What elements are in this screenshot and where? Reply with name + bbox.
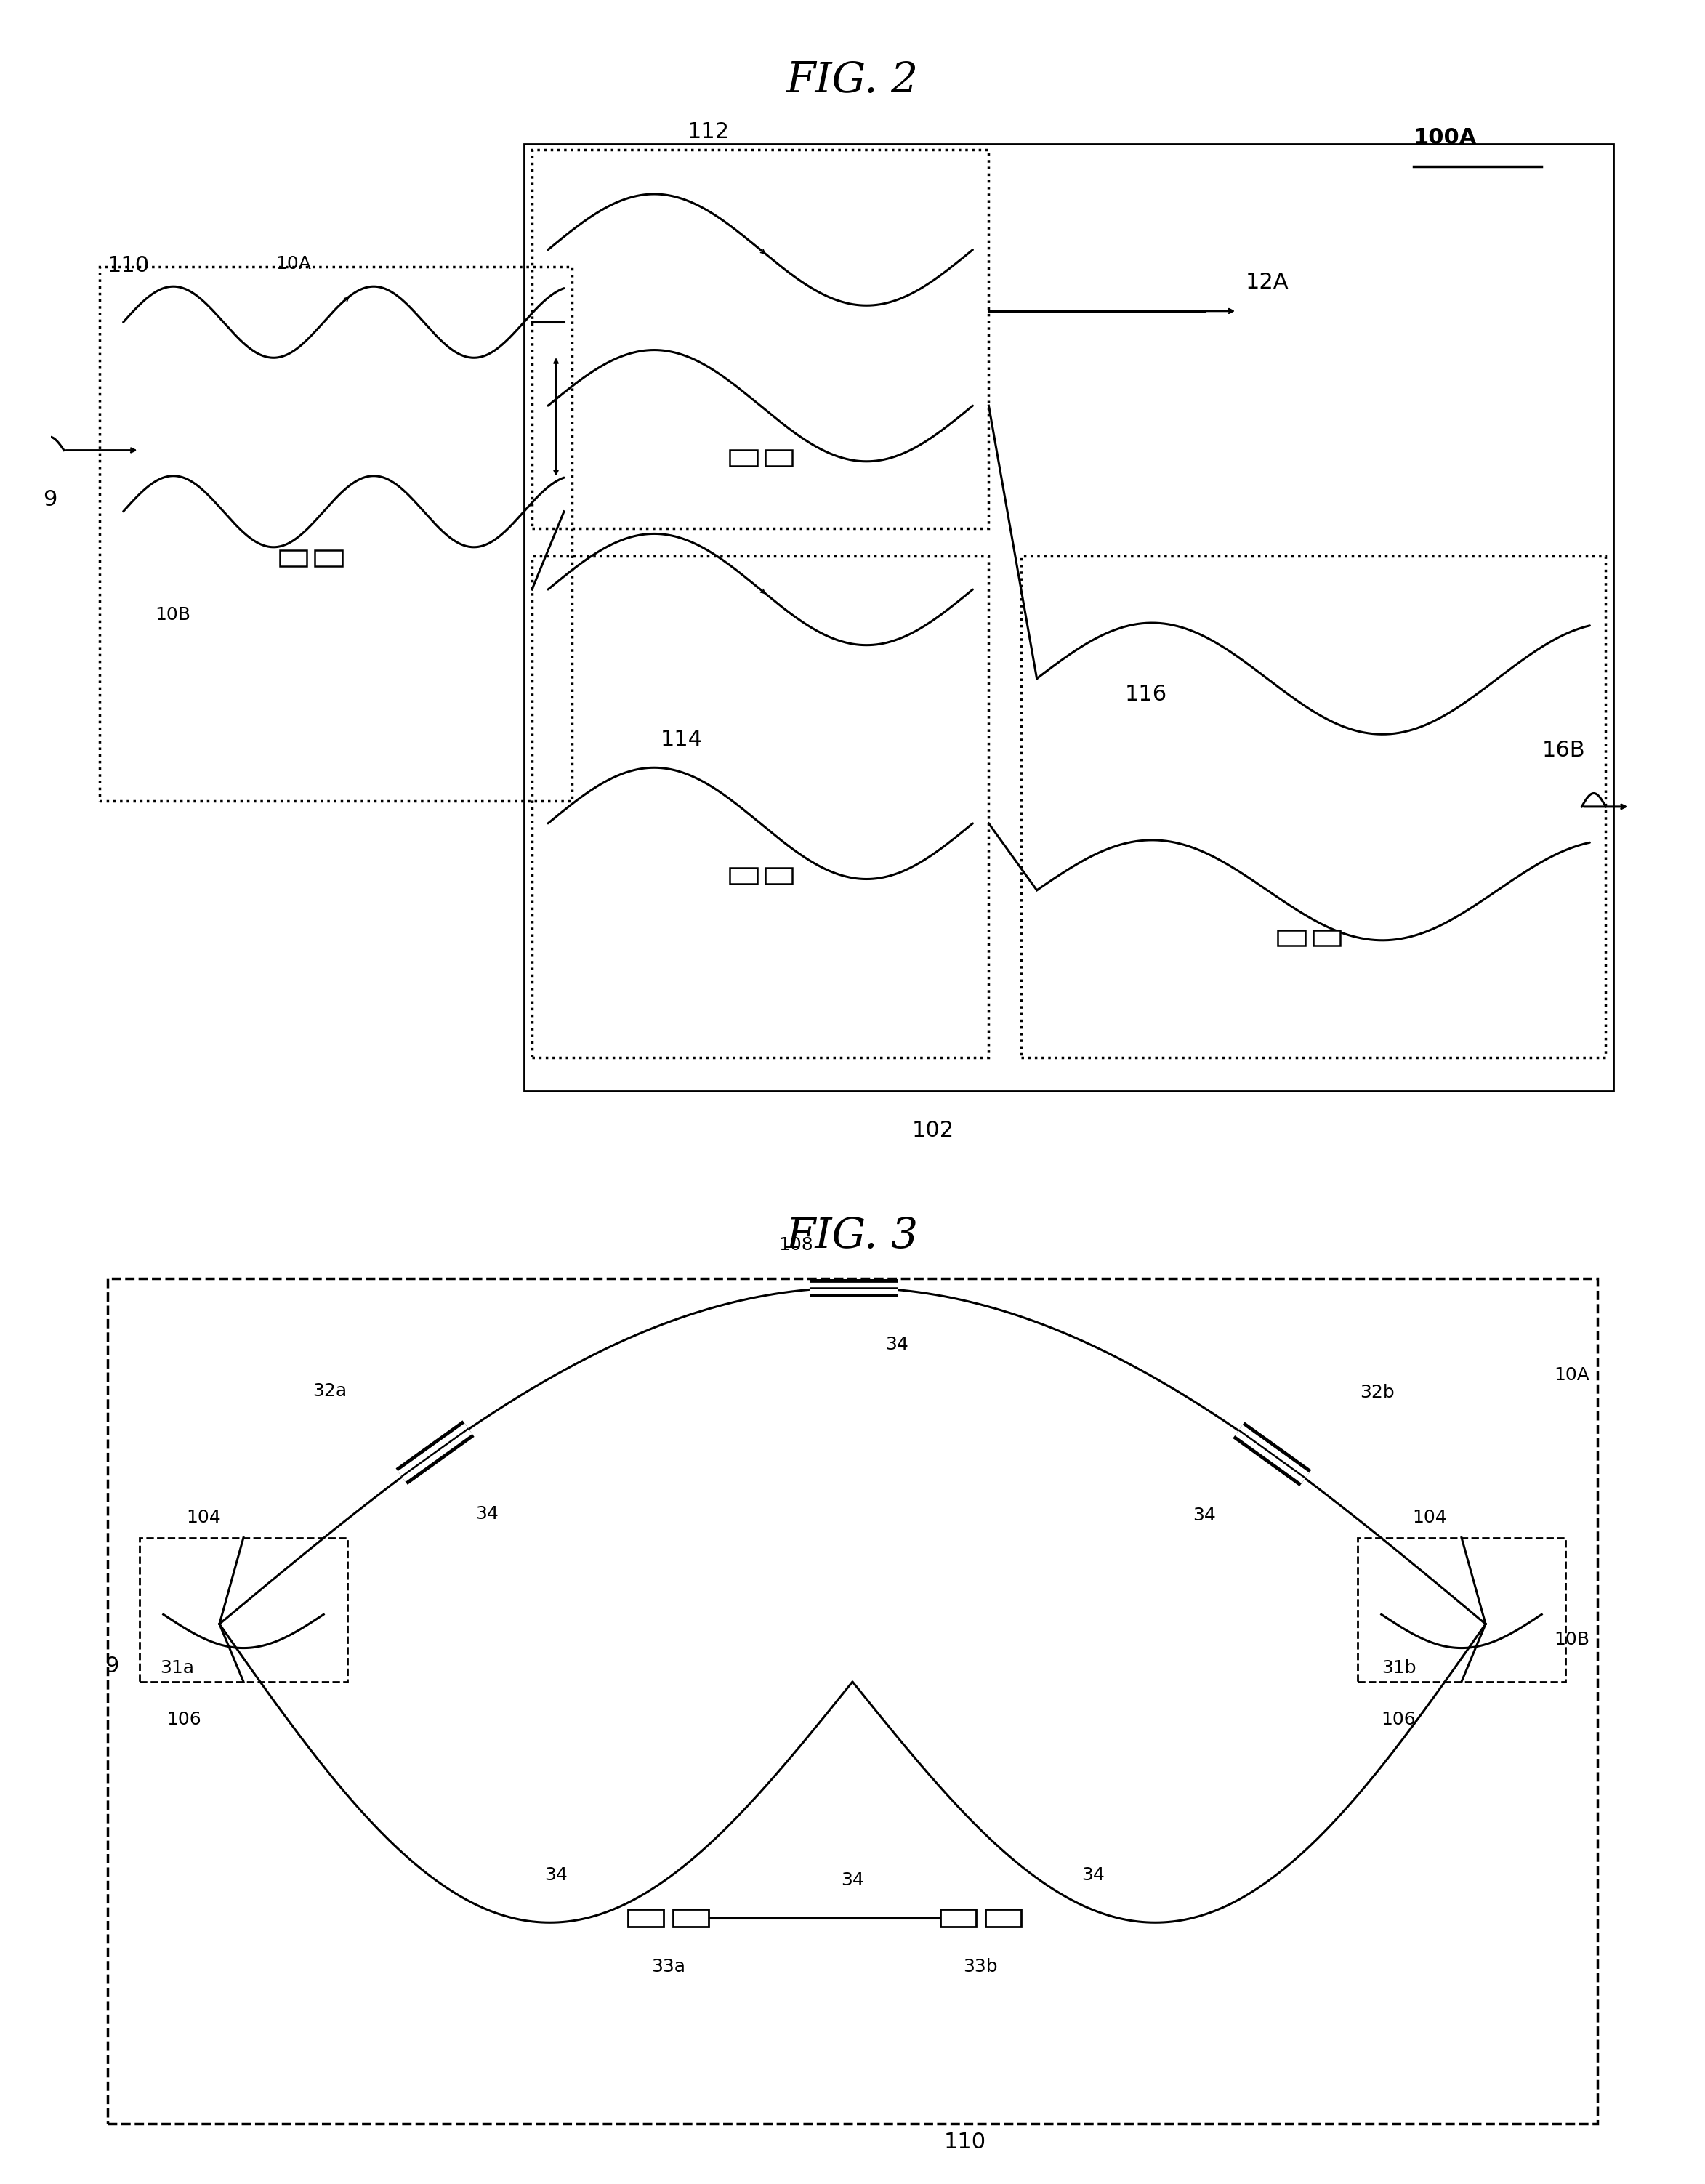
Bar (280, 550, 307, 566)
Bar (941, 1909, 975, 1926)
Bar (730, 450, 757, 465)
Text: 110: 110 (107, 256, 150, 277)
Text: 16B: 16B (1541, 740, 1586, 760)
Bar (532, 149, 989, 529)
Bar (523, 144, 1613, 1090)
Bar (1357, 1538, 1565, 1682)
Text: 31b: 31b (1381, 1660, 1417, 1677)
Text: FIG. 3: FIG. 3 (786, 1216, 919, 1256)
Text: 32b: 32b (1361, 1385, 1395, 1402)
Text: 34: 34 (841, 1872, 864, 1889)
Text: 34: 34 (544, 1867, 568, 1885)
Bar (99, 266, 571, 802)
Bar (985, 1909, 1021, 1926)
Text: 100A: 100A (1413, 127, 1477, 149)
Text: 32a: 32a (312, 1382, 346, 1400)
Bar (1279, 930, 1306, 946)
Bar (627, 1909, 663, 1926)
Text: 110: 110 (943, 2132, 985, 2153)
Text: 31a: 31a (160, 1660, 194, 1677)
Text: 102: 102 (912, 1120, 953, 1140)
Text: 9: 9 (104, 1655, 118, 1677)
Bar (107, 1278, 1598, 2123)
Text: 34: 34 (1194, 1507, 1216, 1524)
Text: 33b: 33b (963, 1959, 997, 1977)
Text: 10B: 10B (1555, 1631, 1589, 1649)
Text: 116: 116 (1125, 684, 1168, 705)
Text: 106: 106 (1381, 1710, 1417, 1728)
Bar (766, 450, 793, 465)
Text: 33a: 33a (651, 1959, 685, 1977)
Text: 10A: 10A (276, 256, 310, 273)
Text: 10A: 10A (1555, 1367, 1589, 1385)
Bar (730, 867, 757, 885)
Bar (532, 557, 989, 1057)
Bar (1021, 557, 1606, 1057)
Bar (315, 550, 343, 566)
Text: 9: 9 (43, 489, 58, 511)
Text: FIG. 2: FIG. 2 (786, 61, 919, 100)
Text: 112: 112 (687, 122, 730, 142)
Bar (673, 1909, 708, 1926)
Text: 104: 104 (186, 1509, 220, 1527)
Text: 108: 108 (779, 1236, 813, 1254)
Text: 34: 34 (1081, 1867, 1105, 1885)
Text: 34: 34 (476, 1505, 498, 1522)
Text: 106: 106 (167, 1710, 201, 1728)
Text: 34: 34 (885, 1337, 909, 1354)
Text: 12A: 12A (1245, 273, 1289, 293)
Text: 104: 104 (1412, 1509, 1448, 1527)
Bar (1313, 930, 1340, 946)
Text: 114: 114 (660, 729, 702, 749)
Text: 10B: 10B (155, 607, 191, 625)
Bar (140, 1538, 348, 1682)
Bar (766, 867, 793, 885)
